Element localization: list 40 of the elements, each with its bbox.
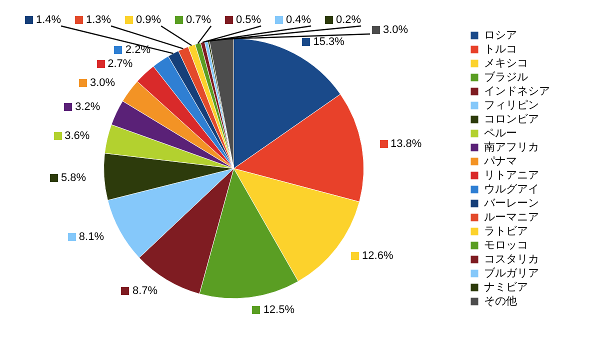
data-label: 3.0% [383,24,408,36]
legend-label: ナミビア [484,282,528,294]
data-label: 3.2% [75,100,100,113]
data-label: 15.3% [313,36,344,48]
data-label: 0.7% [186,14,212,26]
legend-label: インドネシア [484,86,550,98]
data-label: 8.7% [132,285,158,298]
legend-label: モロッコ [484,240,528,252]
legend-label: バーレーン [483,198,539,210]
legend-label: ブルガリア [484,266,539,280]
legend-label: トルコ [484,44,517,56]
legend-label: ペルー [484,128,517,140]
legend-label: その他 [484,296,517,308]
data-label: 0.2% [336,14,362,26]
legend-label: ラトビア [484,226,528,238]
legend-label: ウルグアイ [484,184,539,196]
data-label: 2.2% [125,44,150,56]
legend-label: ルーマニア [484,212,539,224]
legend-label: フィリピン [484,100,539,112]
data-label: 1.4% [36,14,62,26]
legend-label: 南アフリカ [484,140,539,154]
data-label: 0.5% [236,14,262,26]
data-label: 0.9% [136,14,162,26]
data-label: 1.3% [86,14,112,26]
legend-label: ロシア [484,30,517,42]
data-label: 12.6% [362,250,394,262]
legend-label: コロンビア [484,114,539,126]
legend-label: コスタリカ [484,254,539,266]
legend-label: メキシコ [484,58,528,70]
data-label: 12.5% [263,304,295,316]
data-label: 3.6% [64,130,90,142]
data-label: 0.4% [286,14,312,26]
data-label: 13.8% [390,138,422,150]
data-label: 5.8% [60,172,86,184]
legend-label: パナマ [483,156,517,168]
legend-label: ブラジル [484,70,528,84]
data-label: 2.7% [108,58,133,70]
data-label: 3.0% [90,77,116,90]
data-label: 8.1% [78,231,104,244]
legend-label: リトアニア [484,170,539,182]
